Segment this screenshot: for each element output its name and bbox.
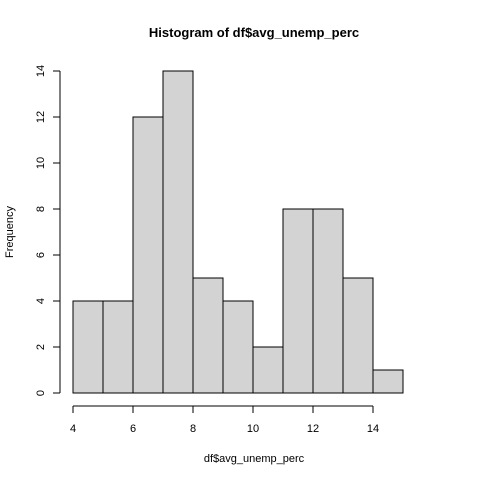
histogram-bar	[72, 300, 104, 394]
histogram-bar	[132, 116, 164, 394]
y-axis-label: Frequency	[4, 206, 16, 258]
chart-title: Histogram of df$avg_unemp_perc	[149, 25, 359, 40]
y-tick-label: 10	[35, 157, 47, 169]
y-tick-label: 12	[35, 111, 47, 123]
bars-group	[72, 70, 404, 394]
y-tick-label: 0	[35, 390, 47, 396]
x-tick-label: 10	[247, 423, 259, 435]
histogram-bar	[192, 277, 224, 394]
histogram-bar	[252, 346, 284, 394]
x-axis: 4 6 8 10 12 14	[70, 405, 379, 435]
y-tick-label: 2	[35, 344, 47, 350]
y-tick-label: 8	[35, 206, 47, 212]
histogram-bar	[342, 277, 374, 394]
y-tick-label: 4	[35, 298, 47, 304]
y-axis: 0 2 4 6 8 10 12 14	[35, 65, 61, 396]
x-axis-label: df$avg_unemp_perc	[204, 453, 305, 465]
y-tick-label: 6	[35, 252, 47, 258]
x-tick-label: 4	[70, 423, 76, 435]
x-tick-label: 12	[307, 423, 319, 435]
histogram-bar	[102, 300, 134, 394]
histogram-bar	[282, 208, 314, 394]
y-tick-label: 14	[35, 65, 47, 77]
x-tick-label: 8	[190, 423, 196, 435]
histogram-bar	[312, 208, 344, 394]
x-tick-label: 14	[367, 423, 379, 435]
histogram-bar	[372, 369, 404, 394]
histogram-bar	[222, 300, 254, 394]
histogram-bar	[162, 70, 194, 394]
x-tick-label: 6	[130, 423, 136, 435]
